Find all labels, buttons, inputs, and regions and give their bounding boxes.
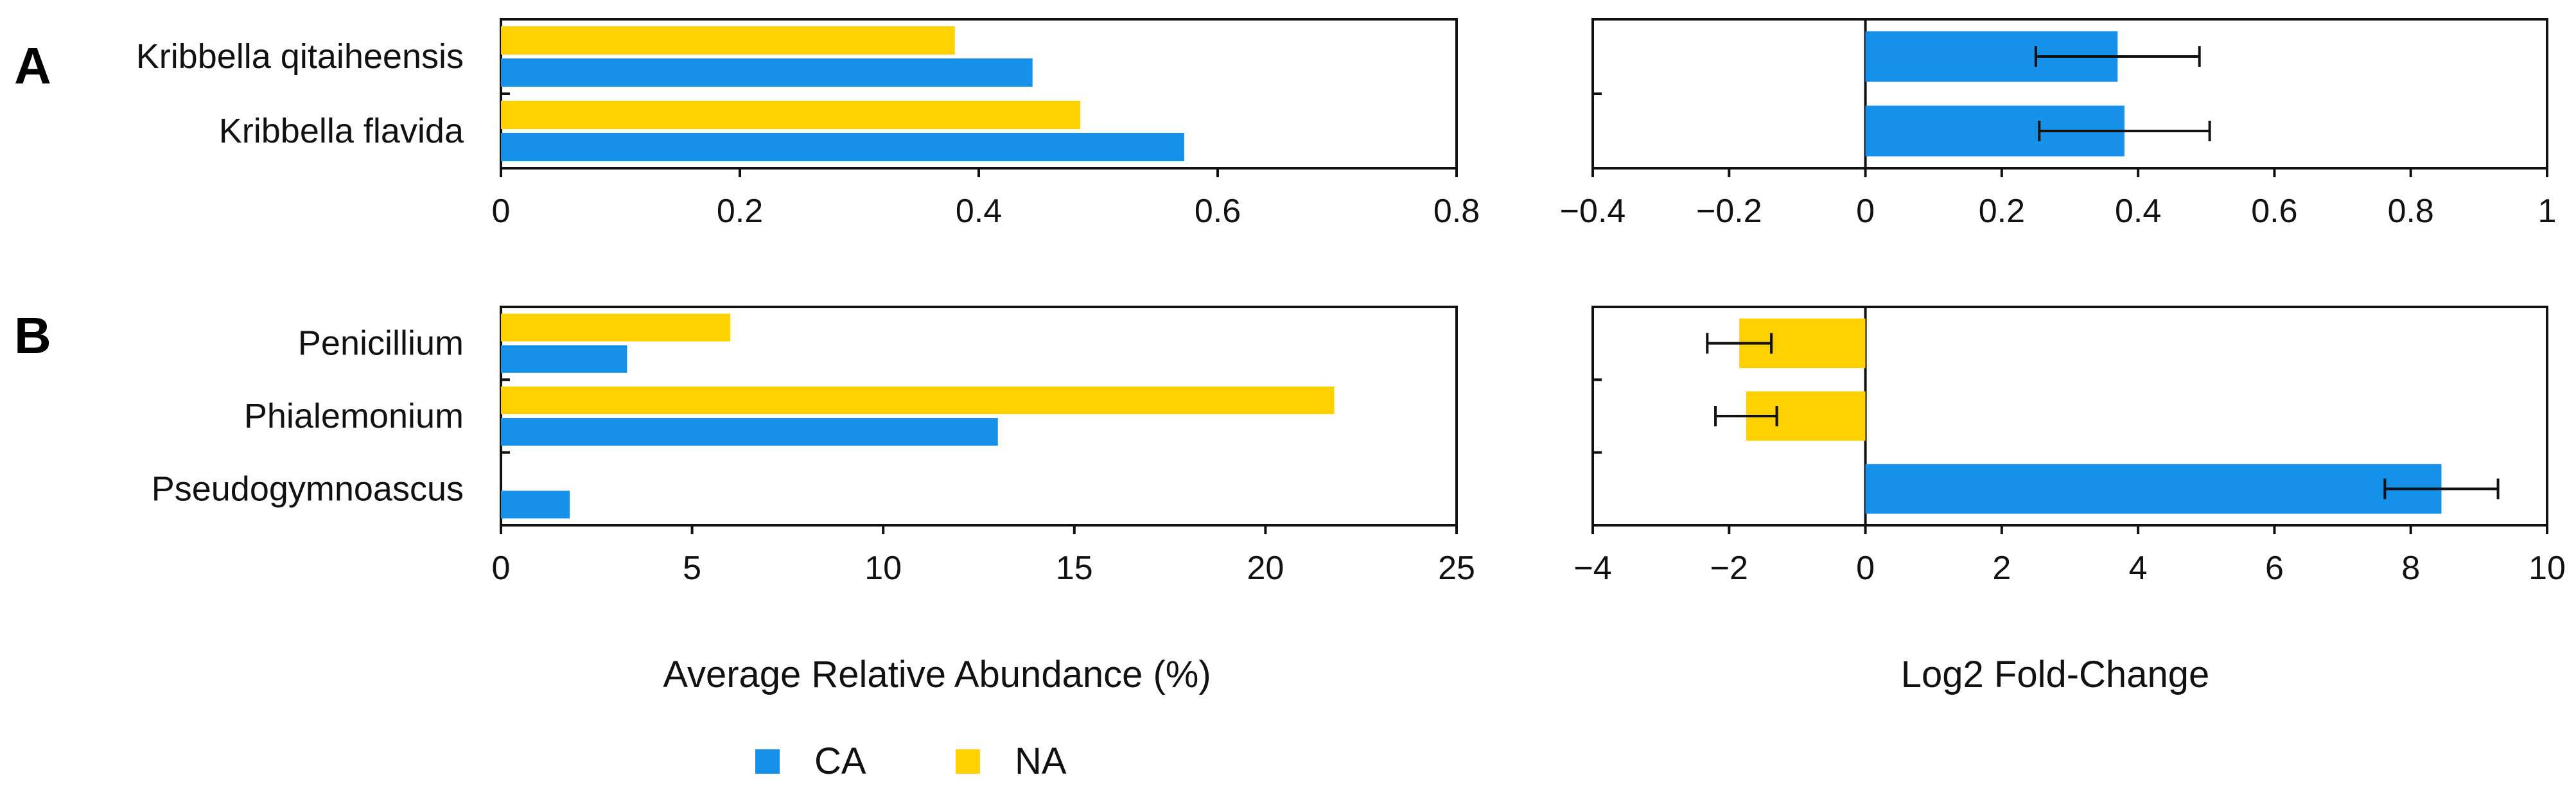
bar-na-kribbella-qitaiheensis [501, 26, 955, 55]
x-tick-label: 0 [492, 193, 511, 230]
plots: 0 0.2 0.4 0.6 0.8 Kribbella qitaiheensis Kribb… [136, 18, 2566, 587]
category-label-kribbella-flavida: Kribbella flavida [219, 112, 464, 150]
x-tick-label: 0.6 [1195, 193, 1241, 230]
legend: CA NA [755, 740, 1067, 782]
x-tick-label: 20 [1247, 550, 1284, 587]
bar-na-kribbella-flavida [501, 100, 1081, 129]
bar-ca-kribbella-flavida [501, 133, 1184, 162]
x-tick-label: 0.2 [1979, 193, 2025, 230]
x-tick-label: 0 [1856, 550, 1875, 587]
x-tick-label: 10 [2528, 550, 2566, 587]
panel-letter-a: A [14, 37, 51, 94]
bar-na-phialemonium [501, 386, 1335, 414]
x-tick-label: 2 [1992, 550, 2011, 587]
x-tick-label: 0 [1856, 193, 1875, 230]
x-tick-label: 0.8 [2388, 193, 2434, 230]
category-label-phialemonium: Phialemonium [244, 397, 464, 435]
x-tick-label: 4 [2129, 550, 2148, 587]
x-tick-label: 0.4 [2115, 193, 2161, 230]
chart-b-abundance: 0 5 10 15 20 25 Penicillium Phialemonium Pseudog… [152, 306, 1475, 587]
legend-label-ca: CA [814, 740, 866, 782]
x-tick-label: 0.6 [2251, 193, 2297, 230]
x-tick-label: 25 [1438, 550, 1475, 587]
x-tick-label: −0.2 [1696, 193, 1762, 230]
x-tick-label: 6 [2265, 550, 2284, 587]
x-tick-label: 0 [492, 550, 511, 587]
plot-frame [1591, 306, 2548, 527]
x-tick-label: 0.8 [1433, 193, 1480, 230]
category-label-penicillium: Penicillium [298, 324, 464, 363]
chart-a-foldchange: −0.4 −0.2 0 0.2 0.4 0.6 0.8 1 [1560, 18, 2557, 230]
chart-a-abundance: 0 0.2 0.4 0.6 0.8 Kribbella qitaiheensis Kribb… [136, 18, 1480, 230]
category-label-kribbella-qitaiheensis: Kribbella qitaiheensis [136, 37, 464, 76]
abundance-axis-title: Average Relative Abundance (%) [663, 654, 1211, 695]
plot-frame [500, 306, 1458, 527]
category-label-pseudogymnoascus: Pseudogymnoascus [152, 469, 464, 508]
x-tick-label: 8 [2401, 550, 2420, 587]
bar-ca-penicillium [501, 345, 627, 373]
x-tick-label: 10 [864, 550, 902, 587]
foldchange-axis-title: Log2 Fold-Change [1901, 654, 2209, 695]
x-tick-label: −0.4 [1560, 193, 1626, 230]
bar-na-penicillium [501, 313, 731, 342]
x-tick-label: 0.2 [717, 193, 763, 230]
panel-letter-b: B [14, 307, 51, 364]
x-tick-label: 0.4 [956, 193, 1002, 230]
legend-label-na: NA [1015, 740, 1067, 782]
x-tick-label: 5 [683, 550, 701, 587]
x-tick-label: 15 [1056, 550, 1093, 587]
legend-swatch-na [956, 749, 980, 774]
bar-ca-phialemonium [501, 418, 998, 446]
x-tick-label: −2 [1710, 550, 1748, 587]
x-tick-label: 1 [2538, 193, 2557, 230]
fc-bar-pseudogymnoascus [1865, 464, 2442, 514]
legend-swatch-ca [755, 749, 780, 774]
x-tick-label: −4 [1573, 550, 1611, 587]
bar-ca-pseudogymnoascus [501, 491, 570, 519]
bar-ca-kribbella-qitaiheensis [501, 58, 1033, 87]
chart-b-foldchange: −4 −2 0 2 4 6 8 10 [1573, 306, 2566, 587]
